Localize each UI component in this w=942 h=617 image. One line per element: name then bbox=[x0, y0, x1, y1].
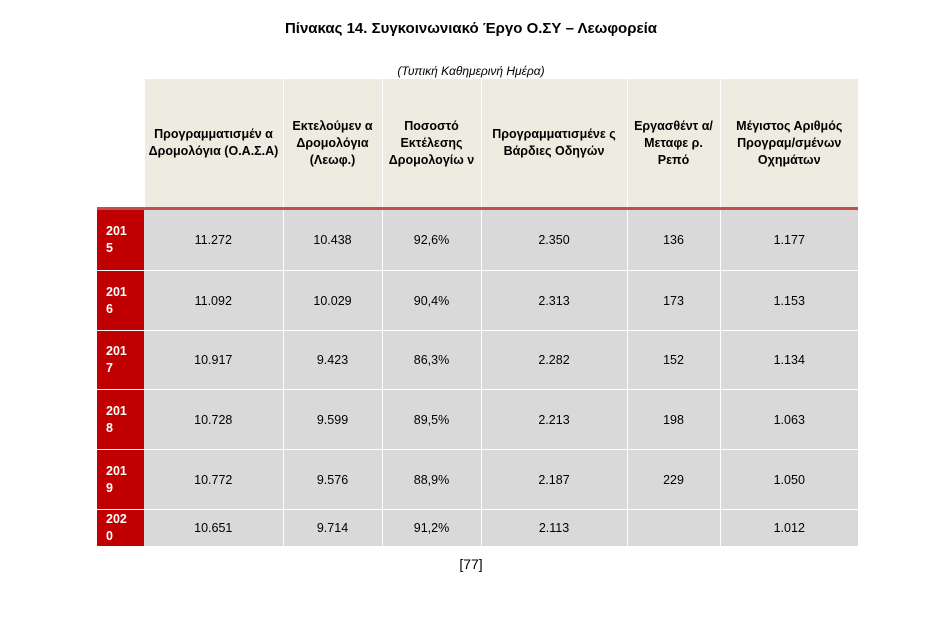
year-cell: 2017 bbox=[97, 330, 144, 390]
table-cell: 10.029 bbox=[283, 270, 383, 331]
table-cell: 86,3% bbox=[382, 330, 482, 390]
table-cell: 136 bbox=[627, 207, 721, 271]
table-subtitle: (Τυπική Καθημερινή Ημέρα) bbox=[397, 64, 545, 78]
table-cell: 10.917 bbox=[144, 330, 284, 390]
table-cell: 10.438 bbox=[283, 207, 383, 271]
table-cell: 90,4% bbox=[382, 270, 482, 331]
table-cell: 2.282 bbox=[481, 330, 628, 390]
header-cell: Προγραμματισμέν α Δρομολόγια (Ο.Α.Σ.Α) bbox=[144, 79, 284, 209]
table-cell: 9.714 bbox=[283, 509, 383, 547]
header-cell: Μέγιστος Αριθμός Προγραμ/σμένων Οχημάτων bbox=[720, 79, 858, 209]
table-cell: 2.350 bbox=[481, 207, 628, 271]
year-cell: 2016 bbox=[97, 270, 144, 331]
table-cell: 10.772 bbox=[144, 449, 284, 510]
data-table: Προγραμματισμέν α Δρομολόγια (Ο.Α.Σ.Α) Ε… bbox=[97, 79, 858, 547]
table-cell: 1.063 bbox=[720, 389, 858, 450]
header-cell: Εργασθέντ α/Μεταφε ρ. Ρεπό bbox=[627, 79, 721, 209]
table-row: 2020 10.651 9.714 91,2% 2.113 1.012 bbox=[97, 509, 858, 547]
year-cell: 2020 bbox=[97, 509, 144, 547]
header-cell: Ποσοστό Εκτέλεσης Δρομολογίω ν bbox=[382, 79, 482, 209]
year-label: 2016 bbox=[106, 284, 127, 316]
table-cell: 88,9% bbox=[382, 449, 482, 510]
table-cell: 1.050 bbox=[720, 449, 858, 510]
header-label: Μέγιστος Αριθμός Προγραμ/σμένων Οχημάτων bbox=[736, 118, 843, 167]
table-cell: 173 bbox=[627, 270, 721, 331]
table-cell: 9.576 bbox=[283, 449, 383, 510]
table-cell: 91,2% bbox=[382, 509, 482, 547]
table-cell: 9.599 bbox=[283, 389, 383, 450]
table-cell: 1.153 bbox=[720, 270, 858, 331]
year-label: 2018 bbox=[106, 403, 127, 435]
year-cell: 2019 bbox=[97, 449, 144, 510]
table-cell: 10.728 bbox=[144, 389, 284, 450]
table-cell: 198 bbox=[627, 389, 721, 450]
table-cell: 11.092 bbox=[144, 270, 284, 331]
table-row: 2019 10.772 9.576 88,9% 2.187 229 1.050 bbox=[97, 449, 858, 510]
table-row: 2015 11.272 10.438 92,6% 2.350 136 1.177 bbox=[97, 207, 858, 271]
table-row: 2017 10.917 9.423 86,3% 2.282 152 1.134 bbox=[97, 330, 858, 390]
table-cell: 2.187 bbox=[481, 449, 628, 510]
table-row: 2016 11.092 10.029 90,4% 2.313 173 1.153 bbox=[97, 270, 858, 331]
year-cell: 2018 bbox=[97, 389, 144, 450]
table-cell: 92,6% bbox=[382, 207, 482, 271]
table-cell: 10.651 bbox=[144, 509, 284, 547]
page-number: [77] bbox=[459, 556, 483, 572]
year-label: 2019 bbox=[106, 463, 127, 495]
table-cell: 9.423 bbox=[283, 330, 383, 390]
table-cell: 89,5% bbox=[382, 389, 482, 450]
table-title: Πίνακας 14. Συγκοινωνιακό Έργο Ο.ΣΥ – Λε… bbox=[284, 20, 658, 37]
table-row: 2018 10.728 9.599 89,5% 2.213 198 1.063 bbox=[97, 389, 858, 450]
header-label: Εκτελούμεν α Δρομολόγια (Λεωφ.) bbox=[292, 118, 373, 167]
header-label: Εργασθέντ α/Μεταφε ρ. Ρεπό bbox=[634, 118, 713, 167]
table-cell: 1.012 bbox=[720, 509, 858, 547]
table-cell: 1.177 bbox=[720, 207, 858, 271]
year-cell: 2015 bbox=[97, 207, 144, 271]
header-cell: Εκτελούμεν α Δρομολόγια (Λεωφ.) bbox=[283, 79, 383, 209]
header-cell: Προγραμματισμένε ς Βάρδιες Οδηγών bbox=[481, 79, 628, 209]
table-cell: 11.272 bbox=[144, 207, 284, 271]
header-label: Προγραμματισμένε ς Βάρδιες Οδηγών bbox=[492, 127, 616, 158]
header-label: Προγραμματισμέν α Δρομολόγια (Ο.Α.Σ.Α) bbox=[148, 127, 279, 158]
table-cell: 2.113 bbox=[481, 509, 628, 547]
table-cell: 2.213 bbox=[481, 389, 628, 450]
header-label: Ποσοστό Εκτέλεσης Δρομολογίω ν bbox=[388, 118, 475, 167]
table-cell: 229 bbox=[627, 449, 721, 510]
table-cell: 2.313 bbox=[481, 270, 628, 331]
year-label: 2015 bbox=[106, 224, 127, 255]
table-cell: 152 bbox=[627, 330, 721, 390]
table-cell: 1.134 bbox=[720, 330, 858, 390]
year-label: 2020 bbox=[106, 512, 127, 543]
year-label: 2017 bbox=[106, 344, 127, 375]
header-row: Προγραμματισμέν α Δρομολόγια (Ο.Α.Σ.Α) Ε… bbox=[97, 79, 858, 209]
header-corner bbox=[97, 79, 145, 209]
table-cell bbox=[627, 509, 721, 547]
